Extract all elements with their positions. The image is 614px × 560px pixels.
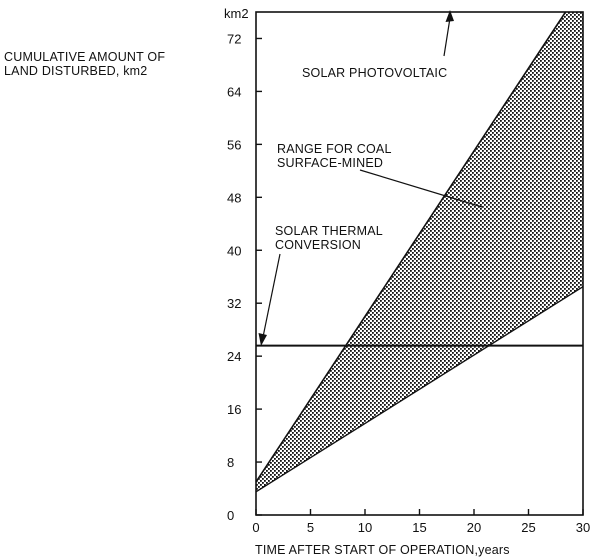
y-axis-label-line-2: LAND DISTURBED, km2 [4,64,147,78]
x-tick-label: 25 [521,520,535,535]
y-tick-label: 64 [227,84,241,99]
annotation-coal-range-line-2: SURFACE-MINED [277,156,383,170]
solar-thermal-pointer-arrowhead [258,333,267,346]
x-axis-ticks: 0 5 10 15 20 25 30 [252,509,590,535]
x-tick-label: 10 [358,520,372,535]
pv-pointer-line [443,17,451,57]
y-tick-label: 40 [227,243,241,258]
annotation-solar-photovoltaic: SOLAR PHOTOVOLTAIC [302,66,447,80]
coal-lower-bound-line [255,286,584,493]
annotation-solar-thermal-line-2: CONVERSION [275,238,361,252]
x-tick-label: 30 [576,520,590,535]
y-axis-label-line-1: CUMULATIVE AMOUNT OF [4,50,165,64]
y-tick-label: 16 [227,402,241,417]
y-tick-label: 0 [227,508,234,523]
y-axis-ticks: 0 8 16 24 32 40 48 56 64 72 [227,31,262,523]
coal-range-area [256,12,583,492]
x-tick-label: 15 [412,520,426,535]
x-tick-label: 5 [307,520,314,535]
y-tick-label: 24 [227,349,241,364]
solar-thermal-pointer-line [262,253,281,338]
annotation-solar-thermal-line-1: SOLAR THERMAL [275,224,383,238]
y-tick-label: 32 [227,296,241,311]
pv-pointer-arrowhead [445,10,454,22]
x-axis-label: TIME AFTER START OF OPERATION,years [255,543,510,557]
y-tick-label: 56 [227,137,241,152]
annotation-coal-range-line-1: RANGE FOR COAL [277,142,392,156]
solar-photovoltaic-line [255,11,567,483]
y-axis-unit: km2 [224,6,249,21]
y-tick-label: 72 [227,31,241,46]
coal-range-pointer-line [359,169,483,208]
y-tick-label: 48 [227,190,241,205]
x-tick-label: 20 [467,520,481,535]
x-tick-label: 0 [252,520,259,535]
y-tick-label: 8 [227,455,234,470]
